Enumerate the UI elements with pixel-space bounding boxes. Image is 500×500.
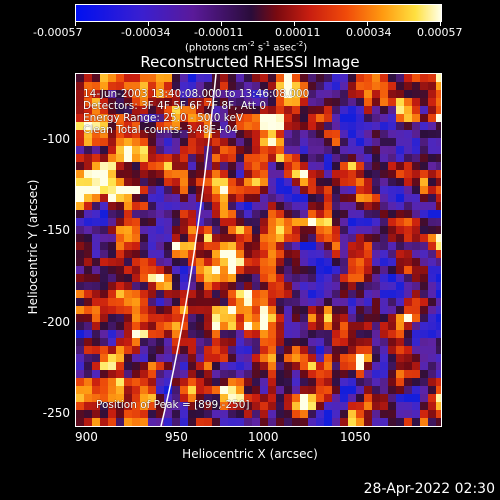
colorbar-tick — [367, 21, 368, 26]
y-tick-label: -200 — [42, 315, 70, 329]
info-time-range: 14-Jun-2003 13:40:08.000 to 13:46:08.000 — [83, 88, 310, 100]
colorbar-label: 0.00011 — [275, 26, 321, 39]
y-axis-label: Heliocentric Y (arcsec) — [26, 179, 40, 315]
colorbar-label: -0.00034 — [121, 26, 171, 39]
colorbar-tick — [148, 21, 149, 26]
y-tick-label: -250 — [42, 406, 70, 420]
colorbar-label: 0.00057 — [417, 26, 463, 39]
peak-position: Position of Peak = [899,-250] — [96, 399, 250, 411]
colorbar-label: -0.00057 — [33, 26, 83, 39]
y-tick-label: -100 — [42, 132, 70, 146]
info-counts: Clean Total counts: 3.48E+04 — [83, 124, 239, 136]
colorbar-tick — [294, 21, 295, 26]
image-title: Reconstructed RHESSI Image — [140, 53, 360, 71]
info-detectors: Detectors: 3F 4F 5F 6F 7F 8F, Att 0 — [83, 100, 267, 112]
image-plot: 14-Jun-2003 13:40:08.000 to 13:46:08.000… — [75, 73, 442, 427]
colorbar-label: -0.00011 — [194, 26, 244, 39]
y-tick-label: -150 — [42, 223, 70, 237]
x-tick-label: 1050 — [340, 430, 371, 444]
heatmap-image — [76, 74, 441, 426]
solar-limb-line — [160, 74, 217, 426]
colorbar-label: 0.00034 — [346, 26, 392, 39]
x-tick-label: 900 — [75, 430, 98, 444]
x-tick-label: 950 — [165, 430, 188, 444]
timestamp: 28-Apr-2022 02:30 — [363, 481, 495, 497]
info-energy-range: Energy Range: 25.0 - 50.0 keV — [83, 112, 244, 124]
x-tick-label: 1000 — [248, 430, 279, 444]
colorbar-tick — [440, 21, 441, 26]
colorbar — [75, 4, 442, 22]
x-axis-label: Heliocentric X (arcsec) — [182, 447, 318, 461]
colorbar-unit: (photons cm-2 s-1 asec-2) — [185, 40, 308, 54]
colorbar-tick — [221, 21, 222, 26]
colorbar-tick — [75, 21, 76, 26]
